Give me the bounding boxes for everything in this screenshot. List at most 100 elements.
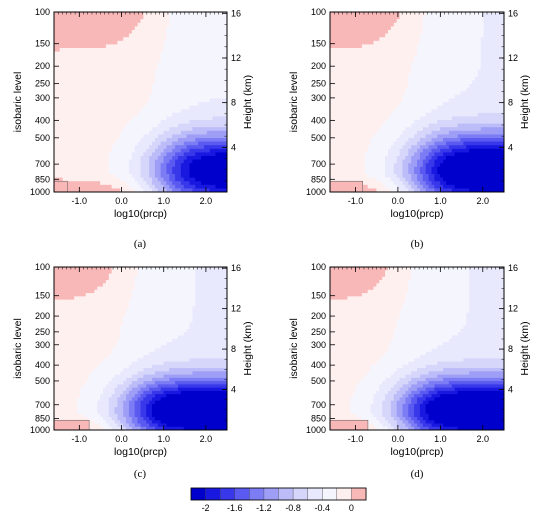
x-tick-label: 2.0 <box>477 434 490 444</box>
height-tick-label: 12 <box>231 304 241 314</box>
colorbar-label: 0 <box>349 503 354 513</box>
y-tick-label: 300 <box>35 93 50 103</box>
colorbar-label: -1.2 <box>256 503 272 513</box>
colorbar-swatch <box>336 487 352 501</box>
y-axis-label: isobaric level <box>288 72 300 133</box>
y-tick-label: 850 <box>311 413 326 423</box>
y-axis-label: isobaric level <box>288 318 300 379</box>
y-tick-label: 100 <box>35 7 50 17</box>
height-axis-label: Height (km) <box>519 75 531 129</box>
colorbar: -2 -1.6 -1.2 -0.8 -0.4 0 <box>190 487 367 513</box>
y-tick-label: 700 <box>35 400 50 410</box>
colorbar-label: -0.8 <box>285 503 301 513</box>
y-tick-label: 700 <box>311 400 326 410</box>
y-tick-label: 500 <box>311 133 326 143</box>
contour-fill <box>330 267 504 430</box>
positive-region <box>330 180 363 192</box>
y-tick-label: 850 <box>311 174 326 184</box>
y-tick-label: 150 <box>311 39 326 49</box>
y-tick-label: 200 <box>311 311 326 321</box>
x-tick-label: 0.0 <box>115 434 128 444</box>
y-tick-label: 500 <box>35 133 50 143</box>
height-tick-label: 16 <box>231 8 241 18</box>
x-tick-label: 0.0 <box>115 196 128 206</box>
y-tick-label: 300 <box>311 340 326 350</box>
x-axis-label: log10(prcp) <box>390 446 443 458</box>
panel-caption: (c) <box>134 468 147 480</box>
y-tick-label: 100 <box>311 262 326 272</box>
colorbar-swatch <box>351 487 367 501</box>
x-tick-label: 2.0 <box>200 434 213 444</box>
y-tick-label: 100 <box>35 262 50 272</box>
positive-region <box>54 419 90 430</box>
y-tick-label: 300 <box>35 340 50 350</box>
x-tick-label: 1.0 <box>434 196 447 206</box>
panel-c: -1.0 0.0 1.0 2.0 100 150 200 250 300 400 500 700 850… <box>12 262 254 480</box>
y-tick-label: 500 <box>311 376 326 386</box>
colorbar-swatch <box>219 487 236 501</box>
height-tick-label: 8 <box>508 344 513 354</box>
colorbar-swatch <box>190 487 207 501</box>
y-tick-label: 850 <box>35 413 50 423</box>
height-tick-label: 16 <box>508 8 518 18</box>
colorbar-swatch <box>292 487 309 501</box>
colorbar-swatch <box>278 487 294 501</box>
plot-frame <box>329 11 505 193</box>
positive-region <box>54 180 68 192</box>
height-tick-label: 4 <box>231 385 236 395</box>
x-tick-label: 1.0 <box>157 434 170 444</box>
positive-region <box>330 419 369 430</box>
height-tick-label: 12 <box>508 53 518 63</box>
x-tick-label: 2.0 <box>200 196 213 206</box>
plot-frame <box>53 11 228 193</box>
height-tick-label: 4 <box>508 142 513 152</box>
panel-b: -1.0 0.0 1.0 2.0 100 150 200 250 300 400 500 700 850… <box>288 7 531 250</box>
y-tick-label: 150 <box>35 39 50 49</box>
y-tick-label: 250 <box>311 79 326 89</box>
y-tick-label: 400 <box>35 360 50 370</box>
x-tick-label: 2.0 <box>477 196 490 206</box>
colorbar-frame <box>190 487 367 501</box>
colorbar-swatch <box>307 487 323 501</box>
x-axis-label: log10(prcp) <box>390 208 443 220</box>
y-tick-label: 850 <box>35 174 50 184</box>
plot-frame <box>53 266 228 431</box>
x-axis-label: log10(prcp) <box>114 446 167 458</box>
height-tick-label: 16 <box>231 263 241 273</box>
y-tick-label: 400 <box>35 115 50 125</box>
x-tick-label: 1.0 <box>157 196 170 206</box>
x-tick-label: -1.0 <box>348 434 364 444</box>
colorbar-swatch <box>263 487 280 501</box>
y-tick-label: 200 <box>311 61 326 71</box>
contour-fill <box>54 12 227 192</box>
height-tick-label: 8 <box>508 98 513 108</box>
y-tick-label: 700 <box>35 159 50 169</box>
y-tick-label: 1000 <box>306 425 326 435</box>
height-axis-label: Height (km) <box>519 321 531 375</box>
x-axis-label: log10(prcp) <box>114 208 167 220</box>
y-tick-label: 150 <box>35 291 50 301</box>
height-axis-label: Height (km) <box>242 75 254 129</box>
y-tick-label: 100 <box>311 7 326 17</box>
height-tick-label: 12 <box>508 304 518 314</box>
y-tick-label: 200 <box>35 311 50 321</box>
height-tick-label: 4 <box>231 142 236 152</box>
colorbar-swatch <box>234 487 250 501</box>
height-tick-label: 4 <box>508 385 513 395</box>
y-tick-label: 150 <box>311 291 326 301</box>
x-tick-label: -1.0 <box>72 196 88 206</box>
height-tick-label: 8 <box>231 344 236 354</box>
x-tick-label: -1.0 <box>72 434 88 444</box>
height-tick-label: 16 <box>508 263 518 273</box>
colorbar-label: -0.4 <box>314 503 330 513</box>
y-tick-label: 700 <box>311 159 326 169</box>
y-tick-label: 500 <box>35 376 50 386</box>
panel-caption: (a) <box>134 238 147 250</box>
colorbar-label: -2 <box>202 503 210 513</box>
colorbar-swatch <box>205 487 221 501</box>
panel-a: -1.0 0.0 1.0 2.0 100 150 200 250 300 400 500 700 850… <box>12 7 254 250</box>
panel-caption: (b) <box>411 238 424 250</box>
x-tick-label: 0.0 <box>392 196 405 206</box>
contour-fill <box>330 12 504 192</box>
